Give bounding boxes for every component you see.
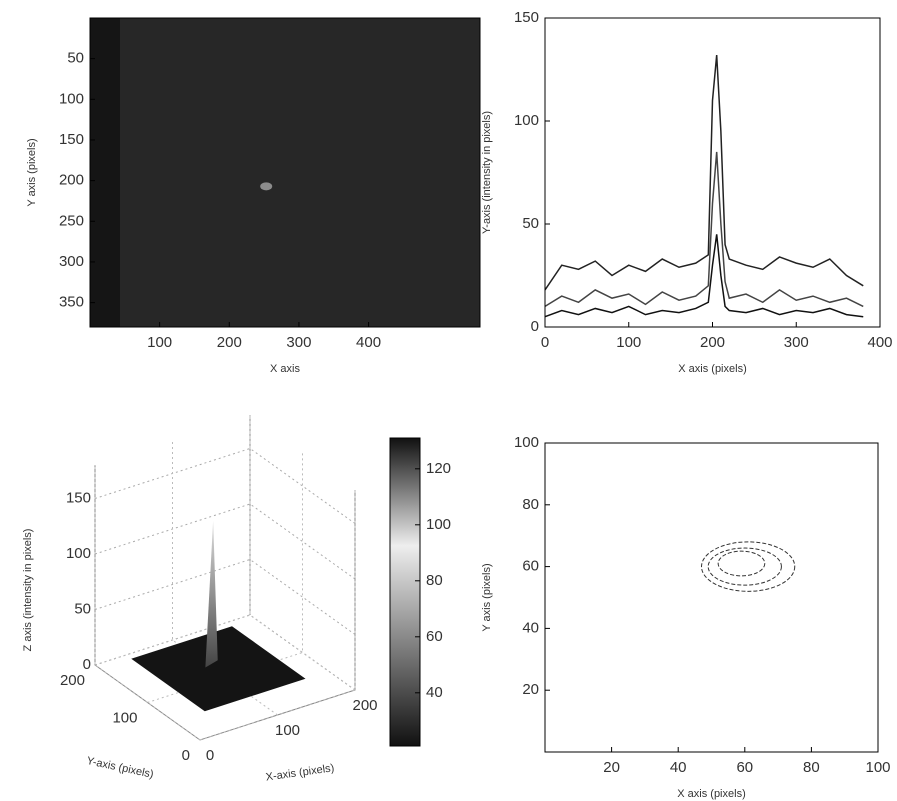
x-axis-label: X axis (pixels)	[678, 363, 746, 375]
y-tick-label: 100	[514, 434, 539, 451]
y-tick-label: 150	[514, 9, 539, 26]
x-tick-label: 100	[147, 334, 172, 351]
colorbar-tick-label: 40	[426, 684, 443, 701]
x-tick-label: 100	[865, 759, 890, 776]
intensity-line	[545, 152, 863, 307]
y-axis-label: Y axis (pixels)	[26, 138, 38, 206]
x-tick-label: 200	[352, 697, 377, 714]
contour	[718, 551, 765, 576]
y-tick-label: 50	[67, 50, 84, 67]
y-tick-label: 0	[182, 747, 190, 764]
contour	[702, 542, 795, 591]
y-tick-label: 200	[60, 672, 85, 689]
colorbar-tick-label: 60	[426, 628, 443, 645]
image-background	[90, 18, 480, 327]
y-tick-label: 40	[522, 619, 539, 636]
x-tick-label: 60	[736, 759, 753, 776]
y-tick-label: 250	[59, 212, 84, 229]
colorbar	[390, 438, 420, 746]
y-tick-label: 100	[59, 90, 84, 107]
x-tick-label: 100	[275, 722, 300, 739]
surface-peak	[205, 521, 217, 668]
y-tick-label: 60	[522, 558, 539, 575]
y-tick-label: 50	[522, 215, 539, 232]
x-tick-label: 100	[616, 334, 641, 351]
bright-spot	[260, 182, 272, 190]
y-tick-label: 200	[59, 172, 84, 189]
x-tick-label: 200	[700, 334, 725, 351]
x-tick-label: 80	[803, 759, 820, 776]
intensity-line	[545, 234, 863, 316]
x-axis-label: X axis	[270, 363, 300, 375]
x-tick-label: 0	[541, 334, 549, 351]
colorbar-tick-label: 120	[426, 460, 451, 477]
x-tick-label: 400	[356, 334, 381, 351]
z-tick-label: 150	[66, 489, 91, 506]
y-tick-label: 150	[59, 131, 84, 148]
surface-base	[131, 626, 305, 711]
y-tick-label: 20	[522, 681, 539, 698]
axes-frame	[545, 443, 878, 752]
z-tick-label: 50	[74, 600, 91, 617]
x-axis-label: X-axis (pixels)	[265, 762, 335, 783]
colorbar-tick-label: 100	[426, 516, 451, 533]
x-tick-label: 40	[670, 759, 687, 776]
x-tick-label: 300	[784, 334, 809, 351]
intensity-line	[545, 55, 863, 290]
x-axis-label: X axis (pixels)	[677, 788, 745, 800]
z-tick-label: 0	[83, 656, 91, 673]
y-axis-label: Y-axis (intensity in pixels)	[481, 111, 493, 234]
x-tick-label: 0	[206, 747, 214, 764]
contour	[708, 548, 781, 585]
y-axis-label: Y axis (pixels)	[481, 563, 493, 631]
y-axis-label: Y-axis (pixels)	[85, 755, 154, 781]
y-tick-label: 0	[531, 318, 539, 335]
y-tick-label: 100	[514, 112, 539, 129]
x-tick-label: 200	[217, 334, 242, 351]
y-tick-label: 80	[522, 496, 539, 513]
x-tick-label: 20	[603, 759, 620, 776]
y-tick-label: 100	[112, 709, 137, 726]
x-tick-label: 300	[286, 334, 311, 351]
y-tick-label: 300	[59, 253, 84, 270]
colorbar-tick-label: 80	[426, 572, 443, 589]
axes-frame	[545, 18, 880, 327]
image-edge	[90, 18, 120, 327]
z-axis-label: Z axis (intensity in pixels)	[22, 529, 34, 652]
z-tick-label: 100	[66, 545, 91, 562]
grid-line	[95, 465, 200, 740]
y-tick-label: 350	[59, 294, 84, 311]
x-tick-label: 400	[867, 334, 892, 351]
figure: 10020030040050100150200250300350X axisY …	[0, 0, 897, 801]
